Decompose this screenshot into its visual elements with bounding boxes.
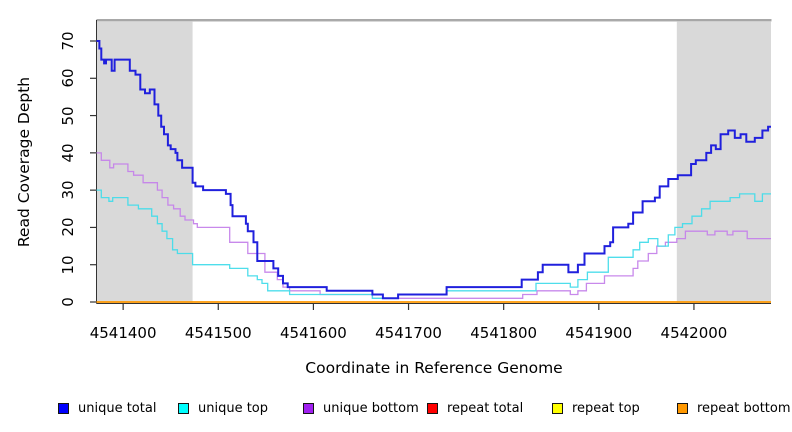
- y-tick-label-60: 60: [59, 68, 77, 88]
- y-tick-label-0: 0: [59, 297, 77, 307]
- legend-label: repeat top: [572, 400, 640, 416]
- legend-item-repeat-top: repeat top: [552, 400, 640, 416]
- y-tick-label-70: 70: [59, 31, 77, 51]
- legend-item-unique-top: unique top: [178, 400, 269, 416]
- legend-item-unique-total: unique total: [58, 400, 157, 416]
- legend-swatch-icon: [677, 402, 688, 414]
- legend-swatch-icon: [178, 402, 189, 414]
- x-tick-label-4541400: 4541400: [89, 324, 157, 342]
- legend-swatch-icon: [427, 402, 438, 414]
- x-tick-label-4541800: 4541800: [470, 324, 538, 342]
- x-axis-title: Coordinate in Reference Genome: [305, 359, 563, 377]
- legend-item-repeat-total: repeat total: [427, 400, 524, 416]
- x-tick-label-4541500: 4541500: [184, 324, 252, 342]
- series-line-unique-bottom: [96, 152, 771, 299]
- y-tick-label-30: 30: [59, 180, 77, 200]
- shaded-region-1: [676, 20, 771, 303]
- legend-label: unique bottom: [323, 400, 419, 416]
- y-axis-title: Read Coverage Depth: [15, 76, 33, 248]
- legend-swatch-icon: [58, 402, 69, 414]
- legend-swatch-icon: [552, 402, 563, 414]
- legend-item-unique-bottom: unique bottom: [303, 400, 419, 416]
- legend-item-repeat-bottom: repeat bottom: [677, 400, 791, 416]
- legend-label: unique top: [198, 400, 269, 416]
- x-tick-label-4541900: 4541900: [565, 324, 633, 342]
- legend-label: unique total: [78, 400, 157, 416]
- series-line-unique-top: [96, 189, 771, 299]
- x-tick-label-4541700: 4541700: [375, 324, 442, 342]
- x-tick-label-4541600: 4541600: [279, 324, 347, 342]
- y-tick-label-20: 20: [59, 217, 77, 237]
- y-tick-label-40: 40: [59, 143, 77, 163]
- series-line-unique-total: [96, 40, 771, 300]
- x-tick-label-4542000: 4542000: [660, 324, 728, 342]
- legend-label: repeat total: [447, 400, 524, 416]
- y-tick-label-50: 50: [59, 106, 77, 126]
- legend-label: repeat bottom: [697, 400, 791, 416]
- y-tick-label-10: 10: [59, 255, 77, 275]
- legend-swatch-icon: [303, 402, 314, 414]
